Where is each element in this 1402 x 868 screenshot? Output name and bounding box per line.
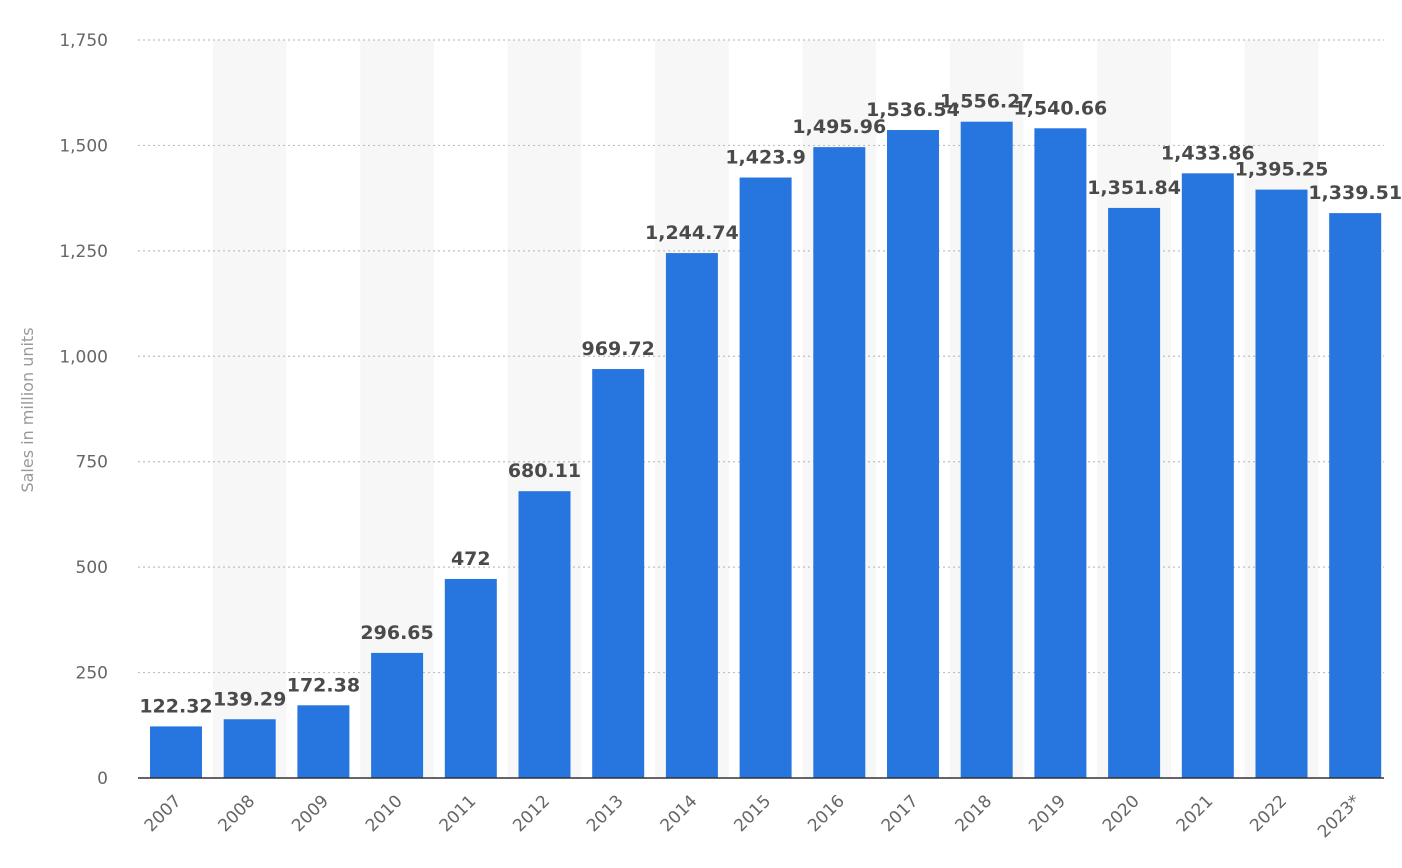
bar[interactable]	[887, 130, 939, 778]
data-label: 1,536.54	[866, 99, 960, 121]
data-label: 122.32	[139, 695, 212, 717]
bar[interactable]	[1034, 128, 1087, 778]
x-tick-label: 2012	[509, 791, 554, 836]
bar[interactable]	[1181, 173, 1234, 779]
y-axis-label: Sales in million units	[18, 327, 37, 492]
data-label: 1,495.96	[792, 116, 886, 138]
bar[interactable]	[150, 726, 202, 778]
data-label: 969.72	[582, 338, 655, 360]
bar[interactable]	[739, 177, 792, 779]
data-label: 680.11	[508, 460, 581, 482]
bar[interactable]	[297, 705, 350, 778]
x-tick-label: 2020	[1099, 791, 1144, 836]
data-label: 1,244.74	[645, 222, 739, 244]
bar[interactable]	[1329, 213, 1382, 778]
data-label: 1,351.84	[1087, 177, 1181, 199]
bar[interactable]	[592, 369, 645, 778]
bars	[150, 121, 1382, 779]
x-tick-label: 2011	[436, 791, 481, 836]
bar[interactable]	[444, 578, 497, 778]
x-tick-label: 2014	[657, 791, 702, 836]
x-tick-label: 2015	[730, 791, 775, 836]
x-tick-label: 2008	[214, 791, 259, 836]
x-tick-label: 2013	[583, 791, 628, 836]
x-tick-label: 2023*	[1314, 791, 1365, 842]
data-label: 139.29	[213, 688, 286, 710]
y-tick-label: 500	[76, 558, 108, 578]
data-label: 296.65	[360, 622, 433, 644]
x-tick-label: 2018	[952, 791, 997, 836]
data-label: 472	[451, 548, 491, 570]
data-label: 1,556.27	[940, 91, 1034, 113]
y-tick-label: 0	[97, 769, 108, 789]
x-tick-label: 2009	[288, 791, 333, 836]
y-axis-ticks: 0 250 500 750 1,000 1,250 1,500 1,750	[59, 31, 108, 789]
x-tick-label: 2007	[141, 791, 186, 836]
y-tick-label: 1,750	[59, 31, 108, 51]
x-tick-label: 2021	[1173, 791, 1218, 836]
bar[interactable]	[1255, 189, 1308, 778]
y-tick-label: 1,500	[59, 136, 108, 156]
bar[interactable]	[518, 491, 571, 778]
column-band	[212, 40, 287, 778]
data-label: 1,339.51	[1308, 182, 1402, 204]
x-tick-label: 2016	[804, 791, 849, 836]
data-label: 1,540.66	[1014, 97, 1108, 119]
data-label: 1,423.9	[725, 147, 806, 169]
bar[interactable]	[1108, 207, 1161, 778]
y-tick-label: 1,000	[59, 347, 108, 367]
bar[interactable]	[813, 147, 866, 778]
bar[interactable]	[223, 719, 276, 778]
x-tick-label: 2017	[878, 791, 923, 836]
x-tick-label: 2022	[1246, 791, 1291, 836]
bar[interactable]	[960, 121, 1013, 778]
bar[interactable]	[665, 253, 718, 778]
x-tick-label: 2010	[362, 791, 407, 836]
y-tick-label: 1,250	[59, 242, 108, 262]
y-tick-label: 250	[76, 664, 108, 684]
x-axis-ticks: 2007 2008 2009 2010 2011 2012 2013 2014 2015 2016…	[141, 791, 1365, 842]
bar[interactable]	[371, 652, 424, 778]
x-tick-label: 2019	[1025, 791, 1070, 836]
data-label: 1,395.25	[1235, 159, 1329, 181]
data-label: 172.38	[287, 674, 360, 696]
data-label: 1,433.86	[1161, 142, 1255, 164]
y-tick-label: 750	[76, 453, 108, 473]
